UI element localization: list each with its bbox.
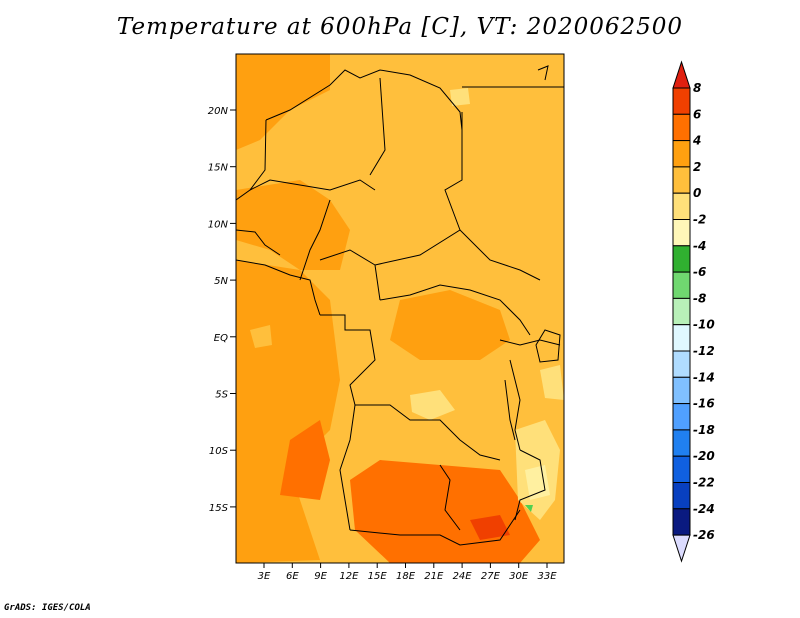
colorbar-swatch — [672, 455, 691, 484]
colorbar-swatch — [672, 376, 691, 405]
lat-tick-label: 15S — [209, 503, 229, 514]
colorbar-swatch — [672, 271, 691, 299]
border-sahara-north — [265, 69, 463, 131]
field-cold-spot — [525, 505, 533, 512]
map-frame — [235, 53, 565, 564]
latitude-axis: 20N 15N 10N 5N EQ 5S 10S 15S — [208, 106, 236, 514]
colorbar-level-label: -4 — [693, 239, 706, 253]
colorbar-swatch — [672, 113, 691, 142]
lon-tick-label: 33E — [537, 571, 557, 582]
colorbar-swatch — [672, 166, 691, 194]
colorbar-level-label: -8 — [693, 291, 706, 305]
border-mali-west — [236, 119, 267, 201]
colorbar-level-label: -18 — [693, 423, 715, 437]
colorbar-top-arrow — [672, 60, 691, 89]
lon-tick-label: 3E — [258, 571, 271, 582]
border-uganda-kenya — [499, 339, 561, 346]
border-namibia-north — [349, 509, 521, 546]
border-nigeria-cameroon — [319, 249, 381, 301]
colorbar-level-label: -16 — [693, 397, 715, 411]
colorbar-swatch — [672, 245, 691, 273]
border-angola-coast — [339, 404, 356, 531]
credit-label: GrADS: IGES/COLA — [4, 603, 91, 613]
colorbar-level-label: 4 — [692, 134, 701, 148]
colorbar-swatch — [672, 403, 691, 431]
chart-title: Temperature at 600hPa [C], VT: 202006250… — [116, 14, 684, 40]
country-borders — [236, 65, 564, 546]
lon-tick-label: 21E — [424, 571, 444, 582]
colorbar-level-label: -24 — [693, 502, 715, 516]
colorbar-level-label: -2 — [693, 213, 706, 227]
border-gabon-congo — [320, 314, 376, 406]
field-cool-pocket-1 — [410, 390, 455, 420]
colorbar-swatch — [672, 350, 691, 378]
border-benin — [299, 199, 331, 281]
colorbar-bottom-arrow — [672, 534, 691, 563]
border-niger-chad — [369, 77, 386, 176]
colorbar-level-label: -14 — [693, 370, 715, 384]
field-cool-pocket-3 — [540, 365, 564, 400]
field-east-cooler — [525, 465, 550, 500]
colorbar-level-label: -10 — [693, 318, 715, 332]
border-west-coast — [236, 229, 281, 256]
lake-tanganyika — [504, 379, 516, 441]
field-cool-pocket-2 — [450, 88, 470, 106]
lon-tick-label: 9E — [314, 571, 327, 582]
lat-tick-label: 5N — [214, 276, 228, 287]
colorbar-swatch — [672, 140, 691, 168]
lat-tick-label: 10S — [209, 446, 229, 457]
border-sahel-south — [249, 179, 376, 191]
border-gulf-coast — [236, 259, 321, 316]
colorbar-swatch — [672, 429, 691, 457]
field-gulf-pocket — [250, 325, 272, 348]
lake-victoria — [535, 329, 561, 363]
field-northwest-warm — [236, 54, 330, 150]
lat-tick-label: 20N — [208, 106, 229, 117]
colorbar-swatch — [672, 87, 691, 115]
border-mozambique — [514, 449, 546, 521]
colorbar-level-label: 8 — [693, 81, 701, 95]
field-atlantic-hot — [280, 420, 330, 500]
border-car-north — [374, 229, 541, 281]
lon-tick-label: 24E — [453, 571, 473, 582]
colorbar-swatch — [672, 508, 691, 536]
lon-tick-label: 27E — [481, 571, 501, 582]
lon-tick-label: 12E — [339, 571, 359, 582]
border-chad-sudan — [444, 112, 463, 231]
lon-tick-label: 6E — [286, 571, 299, 582]
colorbar-level-label: -12 — [693, 344, 715, 358]
colorbar-level-label: 2 — [693, 160, 701, 174]
colorbar-level-label: -6 — [693, 265, 706, 279]
field-basin-warm — [390, 290, 510, 360]
border-tanzania-west — [509, 359, 521, 451]
colorbar-level-label: -26 — [693, 528, 715, 542]
lon-tick-label: 30E — [509, 571, 529, 582]
lon-tick-label: 18E — [396, 571, 416, 582]
colorbar-level-label: -20 — [693, 449, 715, 463]
field-south-hottest — [470, 515, 510, 540]
lat-tick-label: 15N — [208, 163, 229, 174]
nile-delta — [537, 65, 549, 81]
colorbar-level-label: 6 — [693, 107, 701, 121]
colorbar: 8 6 4 2 0 -2 -4 -6 -8 -10 -12 -14 -16 -18 -20 -22 -24 -26 — [672, 60, 715, 563]
colorbar-swatch — [672, 297, 691, 326]
border-zambia — [439, 464, 461, 531]
colorbar-level-label: -22 — [693, 476, 715, 490]
colorbar-swatch — [672, 482, 691, 510]
lon-tick-label: 15E — [368, 571, 388, 582]
temperature-field — [236, 54, 564, 563]
colorbar-swatch — [672, 192, 691, 220]
lat-tick-label: 5S — [215, 390, 228, 401]
lat-tick-label: EQ — [214, 333, 228, 344]
field-westafrica-warm — [236, 180, 350, 270]
colorbar-level-label: 0 — [693, 186, 701, 200]
colorbar-swatch — [672, 324, 691, 352]
border-car-south — [379, 284, 531, 336]
border-drc-angola — [355, 404, 501, 461]
longitude-axis: 3E 6E 9E 12E 15E 18E 21E 24E 27E 30E 33E — [258, 563, 557, 582]
colorbar-swatch — [672, 219, 691, 247]
lat-tick-label: 10N — [208, 219, 229, 230]
